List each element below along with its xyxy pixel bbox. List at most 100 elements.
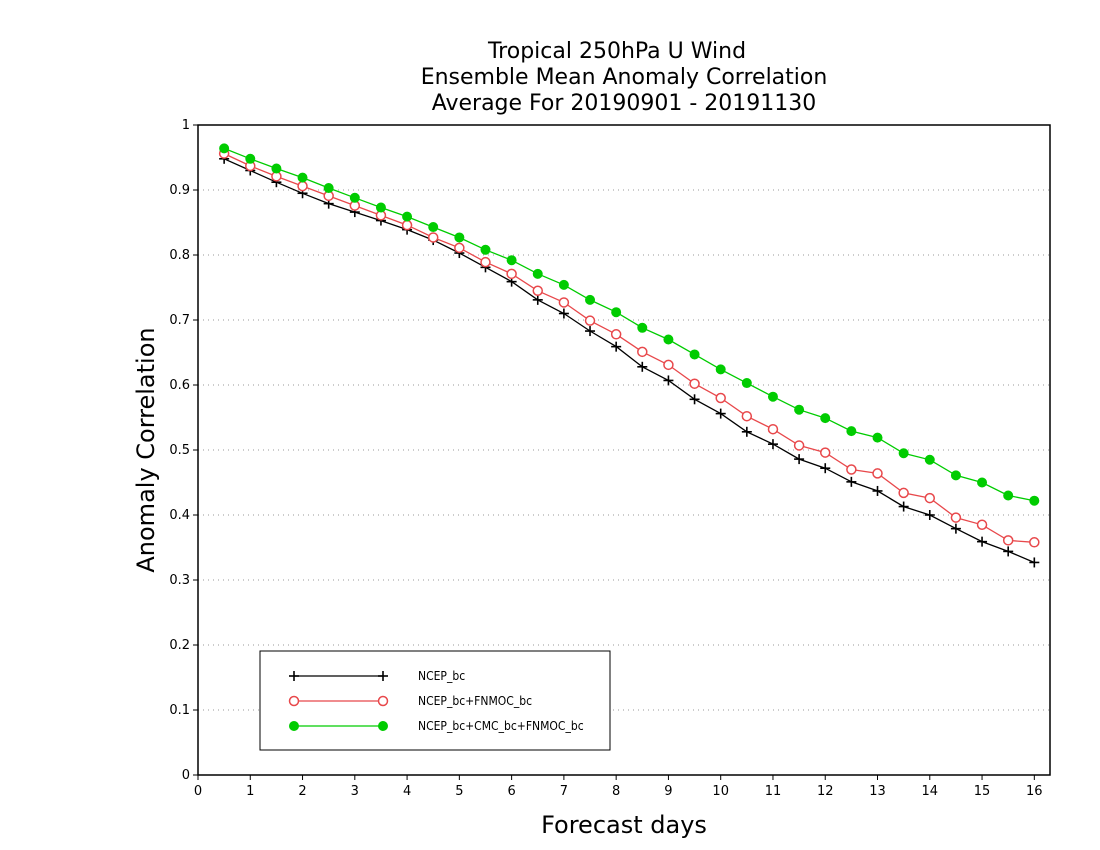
data-point: [715, 392, 726, 404]
series-line: [223, 158, 1035, 564]
legend-entry-1: NCEP_bc+FNMOC_bc: [288, 694, 532, 708]
data-point: [585, 294, 596, 305]
data-point: [689, 394, 700, 405]
data-point: [898, 448, 909, 459]
x-tick-label: 5: [455, 784, 463, 799]
data-point: [689, 349, 700, 360]
y-tick-label: 0.3: [169, 573, 190, 588]
data-point: [924, 510, 935, 520]
series-0: [219, 153, 1040, 568]
data-point: [820, 413, 831, 424]
data-point: [1029, 557, 1040, 568]
data-point: [245, 153, 256, 164]
data-point: [1003, 490, 1014, 501]
x-tick-label: 4: [403, 784, 411, 799]
legend-marker: [377, 695, 389, 707]
y-tick-label: 0.6: [169, 378, 190, 393]
x-tick-label: 6: [507, 784, 515, 799]
x-axis-label: Forecast days: [541, 811, 707, 839]
data-point: [924, 492, 936, 504]
y-tick-label: 0.5: [169, 443, 190, 458]
data-point: [611, 307, 622, 318]
data-point: [794, 454, 805, 465]
data-point: [1029, 495, 1040, 506]
data-point: [558, 297, 570, 308]
y-tick-label: 0.4: [169, 508, 190, 523]
data-point: [977, 536, 988, 547]
y-axis-label: Anomaly Correlation: [132, 327, 160, 572]
data-point: [950, 470, 961, 481]
data-point: [1029, 537, 1040, 548]
data-point: [741, 426, 752, 437]
legend-marker: [378, 671, 388, 681]
data-point: [584, 315, 596, 326]
data-point: [297, 172, 308, 183]
legend-entry-2: NCEP_bc+CMC_bc+FNMOC_bc: [289, 719, 584, 733]
series-line: [223, 153, 1035, 543]
y-tick-label: 1: [182, 118, 190, 133]
data-point: [872, 485, 883, 496]
y-tick-label: 0.8: [169, 248, 190, 263]
data-point: [976, 519, 988, 530]
data-point: [950, 512, 962, 523]
data-point: [428, 222, 439, 233]
series-group: [218, 143, 1040, 568]
data-point: [767, 439, 778, 450]
data-point: [637, 322, 648, 333]
data-point: [872, 468, 883, 479]
data-point: [872, 432, 883, 443]
data-point: [819, 447, 831, 458]
data-point: [454, 232, 465, 243]
series-line: [223, 147, 1035, 502]
legend-label: NCEP_bc+CMC_bc+FNMOC_bc: [418, 719, 584, 733]
legend-marker: [289, 721, 299, 731]
data-point: [532, 268, 543, 279]
x-tick-label: 7: [560, 784, 568, 799]
chart-title-line-3: Average For 20190901 - 20191130: [432, 91, 817, 116]
x-tick-label: 16: [1026, 784, 1043, 799]
y-tick-label: 0.1: [169, 703, 190, 718]
data-point: [715, 364, 726, 375]
data-point: [532, 294, 543, 305]
legend-label: NCEP_bc: [418, 669, 465, 683]
data-point: [793, 440, 805, 451]
y-tick-label: 0: [182, 768, 190, 783]
data-point: [1003, 546, 1014, 557]
data-point: [1002, 535, 1014, 546]
data-point: [219, 143, 230, 154]
x-tick-label: 11: [765, 784, 782, 799]
data-point: [794, 404, 805, 415]
data-point: [898, 487, 909, 499]
data-point: [271, 163, 282, 174]
data-point: [950, 523, 961, 534]
data-point: [558, 308, 569, 319]
data-point: [611, 341, 622, 352]
data-point: [924, 454, 935, 465]
data-point: [506, 255, 517, 266]
data-point: [767, 391, 778, 402]
data-point: [689, 378, 700, 389]
data-point: [741, 378, 752, 389]
y-tick-label: 0.9: [169, 183, 190, 198]
data-point: [532, 285, 544, 296]
legend-entry-0: NCEP_bc: [289, 669, 465, 683]
data-point: [637, 361, 648, 372]
data-point: [820, 463, 831, 474]
data-point: [715, 408, 726, 419]
legend-items: NCEP_bc NCEP_bc+FNMOC_bc NCEP_bc+CMC_bc+FN…: [288, 669, 584, 733]
x-tick-label: 0: [194, 784, 202, 799]
y-tick-label: 0.7: [169, 313, 190, 328]
data-point: [375, 202, 386, 213]
data-point: [663, 359, 674, 371]
data-point: [297, 180, 308, 192]
legend: NCEP_bc NCEP_bc+FNMOC_bc NCEP_bc+CMC_bc+FN…: [259, 650, 611, 751]
series-2: [219, 143, 1040, 506]
data-point: [506, 268, 517, 280]
legend-label: NCEP_bc+FNMOC_bc: [418, 694, 532, 708]
x-tick-label: 14: [922, 784, 939, 799]
x-tick-label: 1: [246, 784, 254, 799]
data-point: [349, 192, 360, 203]
axis-ticks: 00.10.20.30.40.50.60.70.80.910 1 2 3 4 5 6 7 8 9 1…: [169, 118, 1042, 799]
data-point: [427, 232, 439, 243]
